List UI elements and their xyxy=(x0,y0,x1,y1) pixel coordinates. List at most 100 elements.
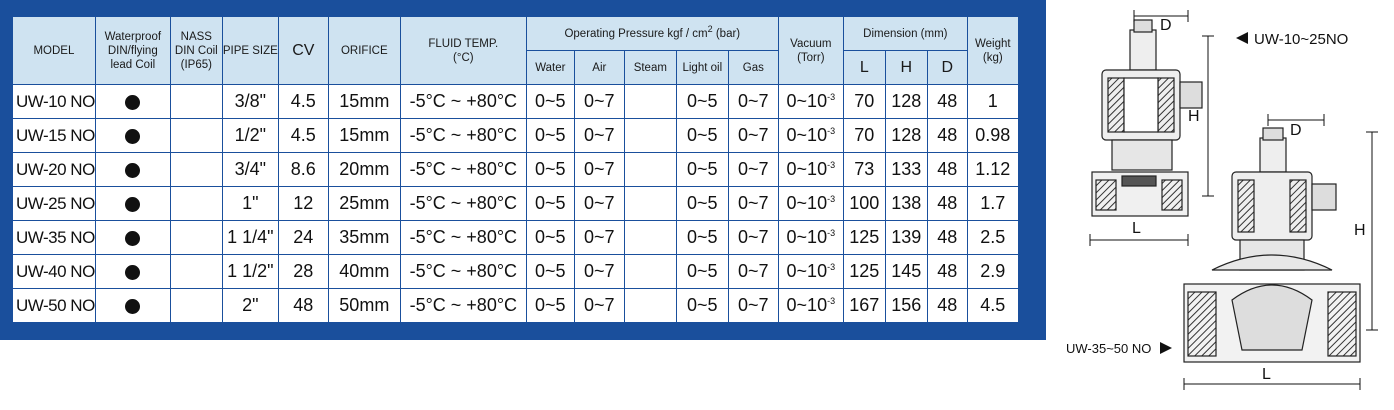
cell-vacuum: 0~10-3 xyxy=(777,254,844,289)
cell-nass-coil xyxy=(169,118,223,153)
cell-nass-coil xyxy=(169,186,223,221)
cell-gas: 0~7 xyxy=(727,84,779,119)
valve-large-drawing xyxy=(1183,127,1361,363)
header-vacuum: Vacuum (Torr) xyxy=(777,16,844,85)
weight-unit: (kg) xyxy=(982,51,1003,64)
cell-dim-h: 145 xyxy=(884,254,928,289)
cell-gas: 0~7 xyxy=(727,254,779,289)
cell-dim-h: 156 xyxy=(884,288,928,323)
cell-cv: 28 xyxy=(277,254,329,289)
weight-label: Weight xyxy=(975,37,1011,50)
header-dim-d: D xyxy=(926,50,968,85)
vacuum-base: 0~10 xyxy=(786,295,828,315)
cell-coil-dot xyxy=(94,84,171,119)
label-arrow-bottom xyxy=(1160,342,1172,354)
cell-fluid-temp: -5°C ~ +80°C xyxy=(399,288,527,323)
cell-pipe-size: 1 1/4" xyxy=(221,220,279,255)
cell-vacuum: 0~10-3 xyxy=(777,288,844,323)
cell-water: 0~5 xyxy=(525,186,575,221)
table-row: UW-40 NO 1 1/2" 28 40mm -5°C ~ +80°C 0~5 0~7 0~… xyxy=(12,254,1019,289)
cell-gas: 0~7 xyxy=(727,288,779,323)
cell-fluid-temp: -5°C ~ +80°C xyxy=(399,254,527,289)
cell-orifice: 35mm xyxy=(327,220,401,255)
dim-h-label-top: H xyxy=(1188,108,1200,125)
cell-water: 0~5 xyxy=(525,254,575,289)
cell-orifice: 25mm xyxy=(327,186,401,221)
cell-steam xyxy=(623,84,677,119)
filled-dot-icon xyxy=(125,94,141,110)
cell-gas: 0~7 xyxy=(727,220,779,255)
cell-orifice: 50mm xyxy=(327,288,401,323)
cell-dim-d: 48 xyxy=(926,84,968,119)
cell-weight: 0.98 xyxy=(966,118,1019,153)
header-nass-coil: NASS DIN Coil (IP65) xyxy=(169,16,223,85)
cell-steam xyxy=(623,254,677,289)
cell-dim-l: 167 xyxy=(842,288,886,323)
cell-vacuum: 0~10-3 xyxy=(777,84,844,119)
valve-small-drawing xyxy=(1091,19,1203,217)
cell-orifice: 40mm xyxy=(327,254,401,289)
cell-weight: 1.7 xyxy=(966,186,1019,221)
cell-air: 0~7 xyxy=(573,152,625,187)
vacuum-exponent: -3 xyxy=(827,126,836,136)
cell-dim-l: 125 xyxy=(842,254,886,289)
cell-light-oil: 0~5 xyxy=(675,152,729,187)
cell-cv: 8.6 xyxy=(277,152,329,187)
cell-cv: 4.5 xyxy=(277,118,329,153)
vacuum-exponent: -3 xyxy=(827,160,836,170)
header-dim-l: L xyxy=(842,50,886,85)
valve-diagram xyxy=(1089,10,1378,390)
cell-model: UW-50 NO xyxy=(12,288,96,323)
spec-table-panel: MODEL Waterproof DIN/flying lead Coil NA… xyxy=(0,0,1046,340)
cell-dim-h: 139 xyxy=(884,220,928,255)
cell-vacuum: 0~10-3 xyxy=(777,186,844,221)
cell-dim-l: 100 xyxy=(842,186,886,221)
cell-orifice: 15mm xyxy=(327,84,401,119)
header-orifice: ORIFICE xyxy=(327,16,401,85)
dim-d-label-top: D xyxy=(1160,17,1172,34)
cell-cv: 12 xyxy=(277,186,329,221)
filled-dot-icon xyxy=(125,128,141,144)
table-row: UW-10 NO 3/8" 4.5 15mm -5°C ~ +80°C 0~5 0~7 0~5… xyxy=(12,84,1019,119)
cell-steam xyxy=(623,118,677,153)
cell-orifice: 20mm xyxy=(327,152,401,187)
header-water: Water xyxy=(525,50,575,85)
dim-l-label-top: L xyxy=(1132,220,1141,237)
cell-pipe-size: 1 1/2" xyxy=(221,254,279,289)
header-cv: CV xyxy=(277,16,329,85)
cell-model: UW-10 NO xyxy=(12,84,96,119)
cell-dim-h: 128 xyxy=(884,118,928,153)
vacuum-exponent: -3 xyxy=(827,296,836,306)
cell-gas: 0~7 xyxy=(727,118,779,153)
vacuum-exponent: -3 xyxy=(827,262,836,272)
cell-steam xyxy=(623,220,677,255)
header-dim-h: H xyxy=(884,50,928,85)
fluid-temp-unit: (°C) xyxy=(453,51,474,64)
cell-coil-dot xyxy=(94,118,171,153)
filled-dot-icon xyxy=(125,230,141,246)
table-row: UW-25 NO 1" 12 25mm -5°C ~ +80°C 0~5 0~7 0~5 0~7… xyxy=(12,186,1019,221)
cell-air: 0~7 xyxy=(573,84,625,119)
vacuum-base: 0~10 xyxy=(786,261,828,281)
cell-dim-l: 70 xyxy=(842,84,886,119)
header-light-oil: Light oil xyxy=(675,50,729,85)
vacuum-base: 0~10 xyxy=(786,125,828,145)
cell-fluid-temp: -5°C ~ +80°C xyxy=(399,152,527,187)
cell-water: 0~5 xyxy=(525,84,575,119)
dimension-lines xyxy=(1089,10,1378,390)
cell-gas: 0~7 xyxy=(727,186,779,221)
header-weight: Weight (kg) xyxy=(966,16,1019,85)
cell-nass-coil xyxy=(169,84,223,119)
cell-fluid-temp: -5°C ~ +80°C xyxy=(399,220,527,255)
pressure-tail: (bar) xyxy=(712,27,741,40)
cell-dim-d: 48 xyxy=(926,152,968,187)
vacuum-base: 0~10 xyxy=(786,227,828,247)
dim-d-label-bottom: D xyxy=(1290,122,1302,139)
cell-pipe-size: 3/8" xyxy=(221,84,279,119)
cell-water: 0~5 xyxy=(525,118,575,153)
cell-light-oil: 0~5 xyxy=(675,186,729,221)
cell-coil-dot xyxy=(94,254,171,289)
cell-fluid-temp: -5°C ~ +80°C xyxy=(399,84,527,119)
cell-cv: 4.5 xyxy=(277,84,329,119)
table-row: UW-15 NO 1/2" 4.5 15mm -5°C ~ +80°C 0~5 0~7 0~5… xyxy=(12,118,1019,153)
